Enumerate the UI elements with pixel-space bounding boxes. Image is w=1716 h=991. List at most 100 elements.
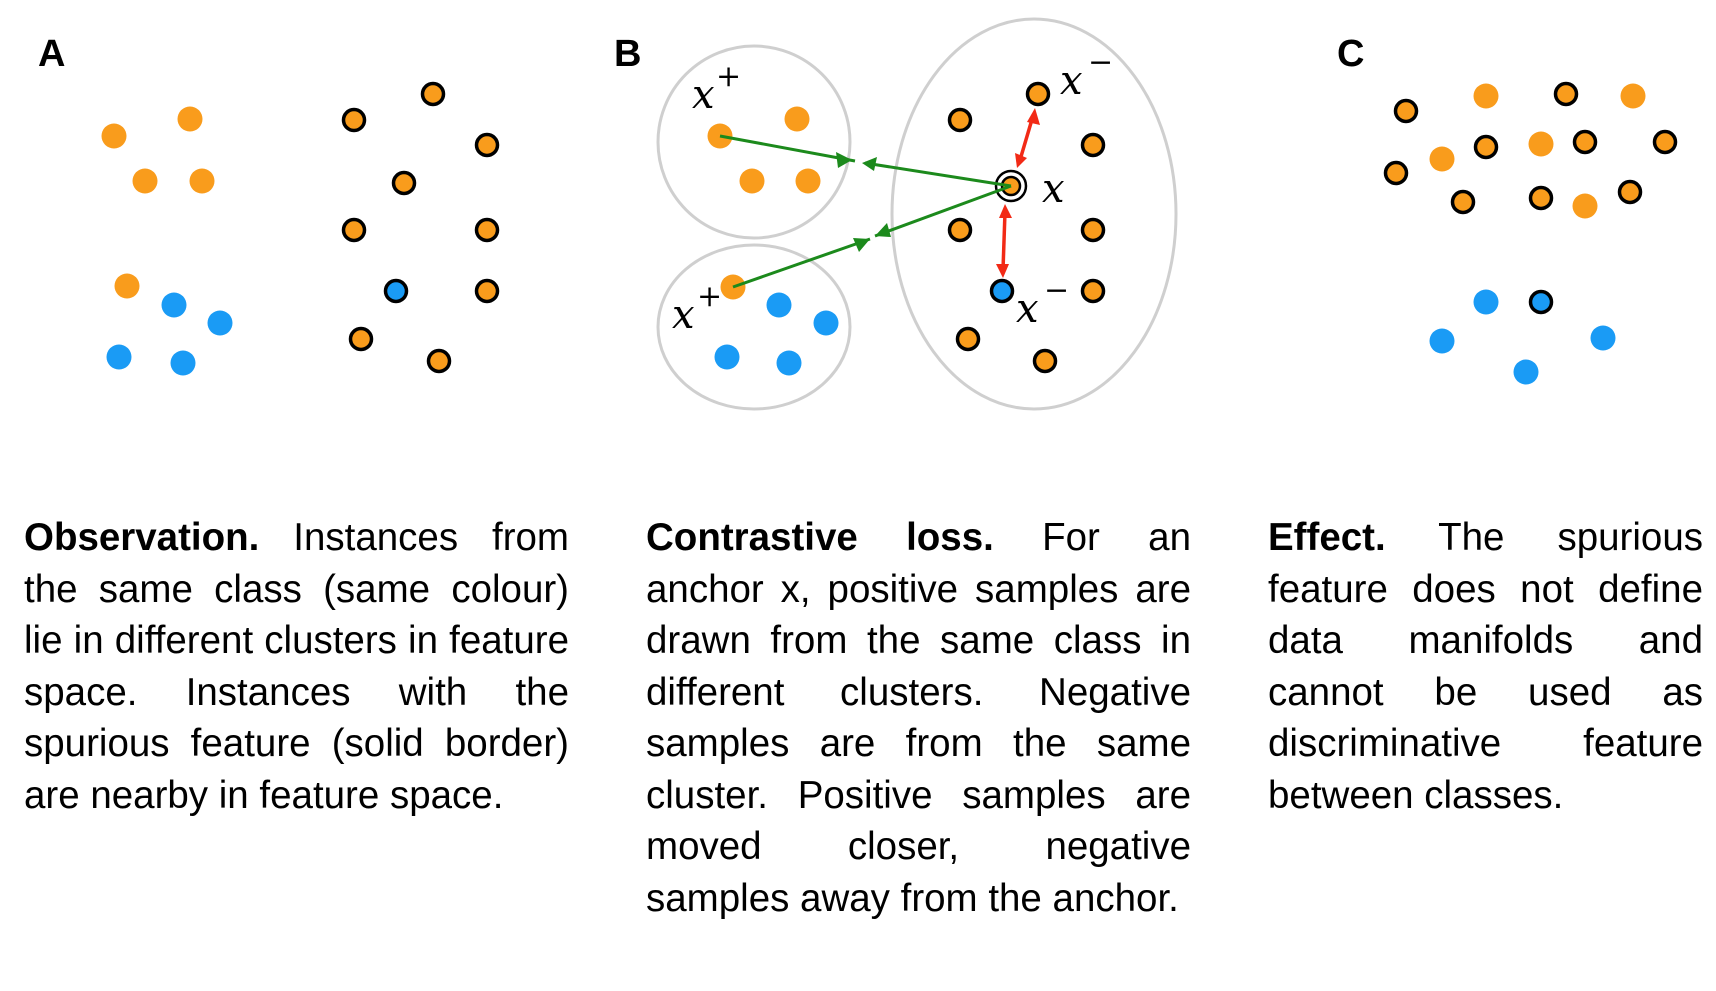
positive-arrowhead [875,223,891,237]
label-positive-bottom-sup: + [697,279,722,314]
spurious-orange-point [1473,134,1499,160]
spurious-orange-point [426,348,452,374]
blue-point [207,310,233,336]
blue-point [170,350,196,376]
orange-point [101,123,127,149]
spurious-orange-point [1572,129,1598,155]
panel-a-orange-cluster [101,106,215,194]
spurious-orange-point [474,132,500,158]
blue-point [1429,328,1455,354]
panel-b-positive-cluster-bottom [714,274,839,376]
spurious-orange-point [947,217,973,243]
label-positive-bottom-base: x [672,292,695,338]
spurious-orange-point [955,326,981,352]
positive-arrowhead [862,157,877,171]
caption-effect: Effect. The spurious feature does not de… [1268,512,1703,821]
spurious-orange-point [1652,129,1678,155]
label-positive-top-sup: + [716,59,741,94]
spurious-orange-point [1080,132,1106,158]
orange-point [189,168,215,194]
blue-point [1513,359,1539,385]
positive-arrow [732,237,871,289]
label-anchor: x [1042,166,1065,212]
negative-sample-point [989,278,1015,304]
positive-cluster-outline-top [656,44,852,240]
panel-c-spurious-points [1383,81,1678,315]
spurious-orange-point [1617,179,1643,205]
positive-arrowhead [836,152,852,168]
positive-arrowhead [853,238,870,252]
anchor-cluster-outline [890,17,1178,411]
orange-point [1528,131,1554,157]
spurious-orange-point [1528,185,1554,211]
panel-c-blue-points [1429,289,1616,385]
caption-contrastive-loss-lead: Contrastive loss. [646,516,994,559]
positive-attraction-arrows [719,134,1012,289]
spurious-orange-point [947,107,973,133]
negative-arrowhead [1015,153,1027,168]
negative-arrowhead [999,204,1012,218]
orange-point [1620,83,1646,109]
panel-c: C [1337,33,1678,385]
panel-a-letter: A [38,33,65,75]
orange-point [1429,146,1455,172]
negative-sample-point [1025,81,1051,107]
positive-arrow [864,161,1012,188]
blue-point [1590,325,1616,351]
label-positive-bottom: x + [672,279,722,338]
orange-point [114,273,140,299]
blue-point [106,344,132,370]
positive-arrow [719,134,856,163]
panel-b: B [614,17,1178,411]
orange-point [1473,83,1499,109]
label-positive-top-base: x [692,72,715,118]
caption-effect-lead: Effect. [1268,516,1386,559]
label-negative-bottom-sup: − [1044,273,1069,308]
spurious-orange-point [341,217,367,243]
negative-arrow [1001,211,1007,271]
blue-point [714,344,740,370]
panel-a: A [38,33,500,376]
orange-point [784,106,810,132]
blue-point [161,292,187,318]
spurious-orange-point [1032,348,1058,374]
orange-point [1572,193,1598,219]
negative-repulsion-arrows [996,108,1040,278]
positive-cluster-outline-bottom [656,243,852,411]
spurious-orange-point [391,170,417,196]
spurious-blue-point [383,278,409,304]
caption-contrastive-loss-body: For an anchor x, positive samples are dr… [646,516,1191,920]
panel-c-orange-points [1429,83,1646,219]
caption-observation-body: Instances from the same class (same colo… [24,516,569,817]
label-negative-top-sup: − [1088,45,1113,80]
figure-diagram: A B [38,17,1678,411]
label-negative-bottom-base: x [1016,286,1039,332]
caption-observation-lead: Observation. [24,516,260,559]
negative-arrow [1018,115,1035,161]
blue-point [766,292,792,318]
spurious-blue-point [1528,289,1554,315]
spurious-orange-point [474,278,500,304]
panel-c-letter: C [1337,33,1364,75]
spurious-orange-point [1553,81,1579,107]
panel-a-spurious-cluster [341,81,500,374]
caption-effect-body: The spurious feature does not define dat… [1268,516,1703,817]
caption-contrastive-loss: Contrastive loss. For an anchor x, posit… [646,512,1191,924]
spurious-orange-point [420,81,446,107]
spurious-orange-point [1450,189,1476,215]
label-negative-top: x − [1060,45,1113,104]
spurious-orange-point [1080,217,1106,243]
spurious-orange-point [341,107,367,133]
blue-point [813,310,839,336]
negative-arrowhead [996,264,1009,278]
positive-arrow [874,184,1012,238]
spurious-orange-point [1393,98,1419,124]
spurious-orange-point [348,326,374,352]
orange-point [132,168,158,194]
negative-arrowhead [1027,108,1040,125]
panel-b-letter: B [614,33,641,75]
label-negative-top-base: x [1060,58,1083,104]
panel-a-blue-cluster [106,273,233,376]
orange-point [795,168,821,194]
caption-observation: Observation. Instances from the same cla… [24,512,569,821]
